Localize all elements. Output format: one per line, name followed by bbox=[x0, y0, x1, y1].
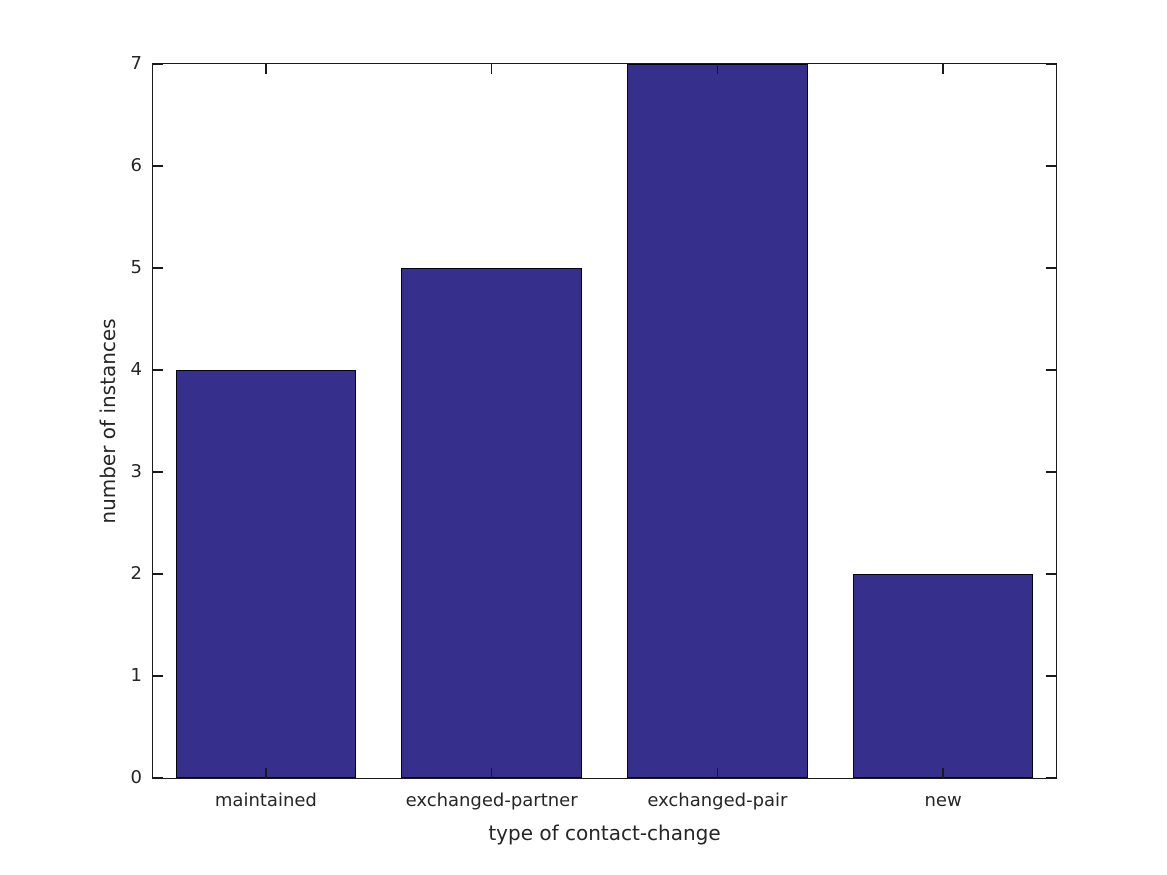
y-tick-right bbox=[1046, 165, 1056, 167]
x-tick-label: exchanged-pair bbox=[647, 790, 788, 811]
y-tick-label: 2 bbox=[130, 563, 142, 584]
x-tick-label: exchanged-partner bbox=[405, 790, 578, 811]
y-tick-left bbox=[153, 573, 163, 575]
x-tick-bottom bbox=[490, 768, 493, 778]
x-tick-top bbox=[942, 64, 944, 74]
y-tick-left bbox=[153, 369, 163, 371]
y-tick-label: 7 bbox=[130, 53, 142, 74]
plot-area: number of instances type of contact-chan… bbox=[96, 53, 1057, 845]
x-tick-bottom bbox=[265, 768, 267, 778]
x-tick-label: maintained bbox=[214, 790, 317, 811]
y-tick-right bbox=[1046, 369, 1056, 371]
bar-exchanged-partner bbox=[401, 268, 582, 778]
x-tick-top bbox=[265, 64, 267, 74]
y-tick-right bbox=[1046, 573, 1056, 575]
ticks-layer bbox=[153, 63, 1056, 779]
x-tick-top bbox=[490, 64, 493, 74]
y-tick-left bbox=[153, 267, 163, 269]
bar-new bbox=[852, 574, 1034, 778]
y-tick-left bbox=[153, 63, 163, 65]
x-axis-label: type of contact-change bbox=[488, 821, 721, 845]
y-tick-label: 6 bbox=[130, 155, 142, 176]
y-tick-label: 0 bbox=[130, 767, 142, 788]
bars-layer bbox=[153, 64, 1056, 778]
y-tick-left bbox=[153, 777, 163, 779]
y-tick-label: 1 bbox=[130, 665, 142, 686]
x-tick-bottom bbox=[716, 768, 719, 778]
y-tick-right bbox=[1046, 63, 1056, 65]
y-tick-right bbox=[1046, 777, 1056, 779]
y-axis-label: number of instances bbox=[96, 318, 120, 524]
bar-maintained bbox=[175, 370, 357, 778]
y-tick-right bbox=[1046, 675, 1056, 677]
y-tick-label: 5 bbox=[130, 257, 142, 278]
y-tick-left bbox=[153, 471, 163, 473]
x-tick-label: new bbox=[924, 790, 962, 811]
y-tick-left bbox=[153, 675, 163, 677]
x-tick-top bbox=[716, 64, 719, 74]
y-tick-label: 3 bbox=[130, 461, 142, 482]
y-tick-label: 4 bbox=[130, 359, 142, 380]
y-tick-left bbox=[153, 165, 163, 167]
x-tick-bottom bbox=[942, 768, 944, 778]
y-tick-right bbox=[1046, 471, 1056, 473]
y-tick-right bbox=[1046, 267, 1056, 269]
